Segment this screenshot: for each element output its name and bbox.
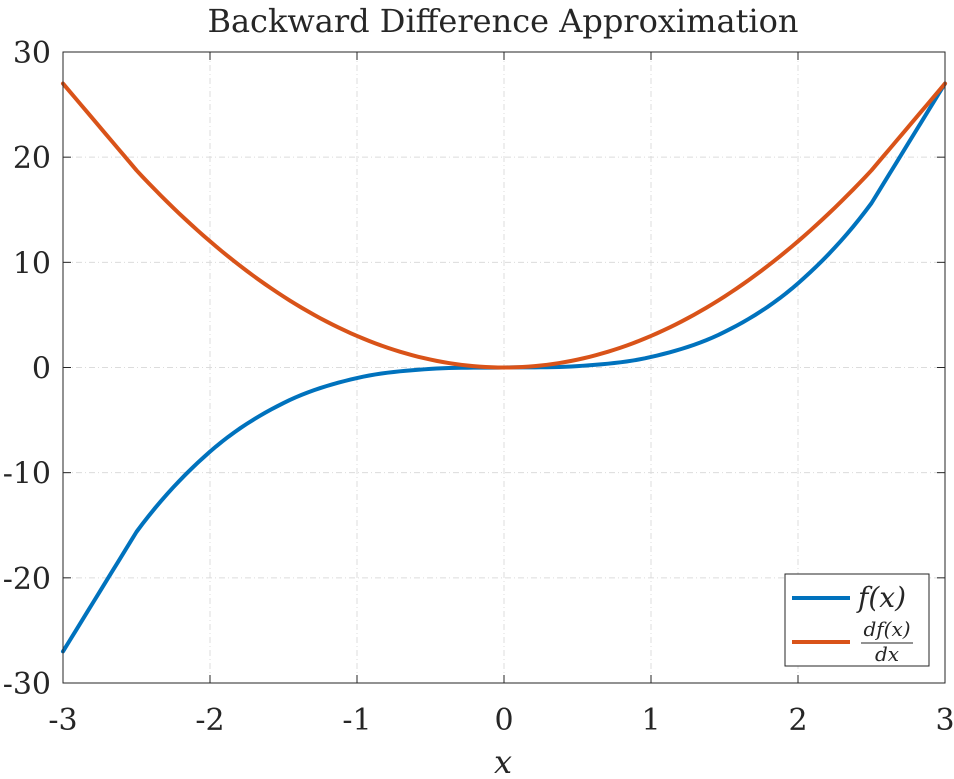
x-tick-label: -2 — [195, 703, 224, 738]
x-tick-label: 2 — [788, 703, 807, 738]
y-tick-label: 10 — [13, 246, 51, 281]
y-tick-label: -20 — [3, 562, 51, 597]
series-layer — [61, 81, 947, 654]
y-tick-label: 0 — [32, 352, 51, 387]
y-tick-label: -10 — [3, 457, 51, 492]
x-tick-label: 3 — [935, 703, 954, 738]
legend-label-derivative-denominator: dx — [875, 642, 899, 666]
x-tick-label: 0 — [494, 703, 513, 738]
y-tick-label: 20 — [13, 141, 51, 176]
x-axis-label: x — [494, 743, 512, 779]
legend: f(x) df(x) dx — [784, 573, 930, 667]
legend-box — [784, 573, 930, 667]
chart-title: Backward Difference Approximation — [207, 2, 798, 40]
y-tick-label: -30 — [3, 667, 51, 702]
x-tick-label: -1 — [342, 703, 371, 738]
series-line-derivative — [61, 81, 947, 370]
legend-label-derivative-numerator: df(x) — [863, 617, 910, 641]
x-tick-label: 1 — [641, 703, 660, 738]
legend-label-f: f(x) — [856, 581, 906, 614]
y-tick-label: 30 — [13, 36, 51, 71]
x-tick-label: -3 — [48, 703, 77, 738]
